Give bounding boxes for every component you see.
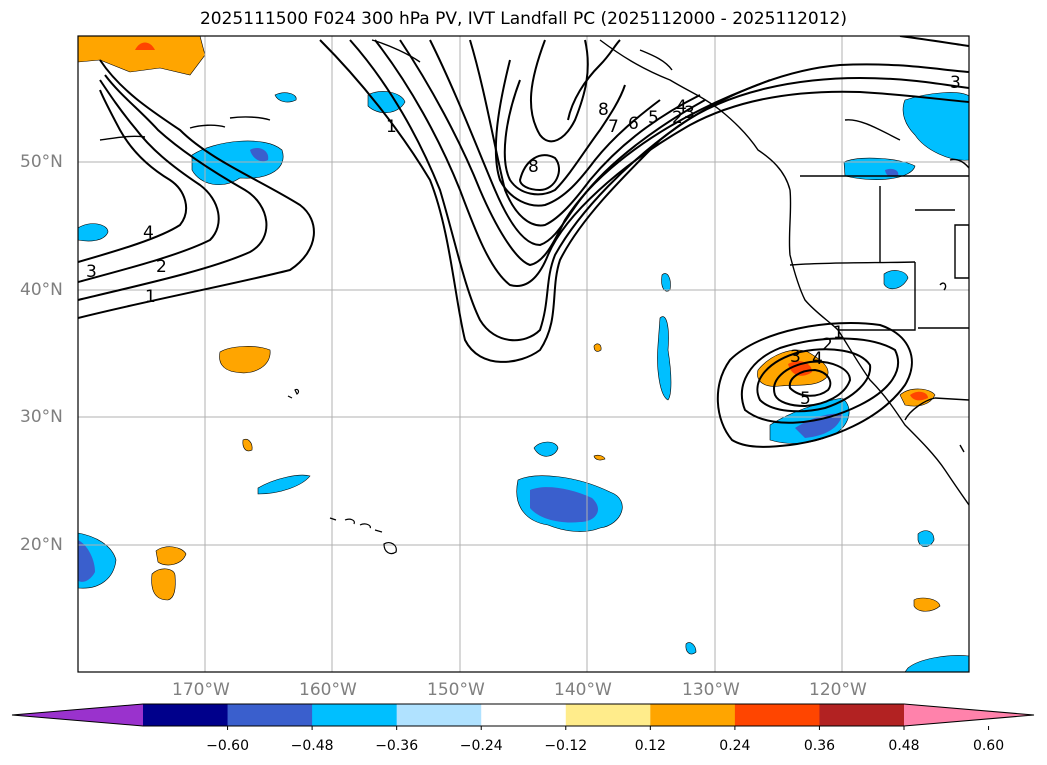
contour-label: 3 xyxy=(950,73,961,93)
lon-label: 170°W xyxy=(172,680,230,700)
colorbar-segment xyxy=(481,704,567,726)
contour-label: 1 xyxy=(145,287,156,307)
contour-label: 6 xyxy=(628,114,639,134)
colorbar-extend-high xyxy=(904,704,1034,726)
plot-frame xyxy=(77,35,970,673)
graticule xyxy=(78,36,969,672)
hawaii-islands xyxy=(287,388,397,555)
colorbar-tick-label: −0.48 xyxy=(290,738,334,754)
colorbar-outline xyxy=(11,703,1035,727)
colorbar-segment xyxy=(143,704,229,726)
contour-label: 2 xyxy=(822,335,833,355)
colorbar-tick-label: 0.48 xyxy=(888,738,920,754)
contour-label: 4 xyxy=(676,97,687,117)
contour-label: 2 xyxy=(672,108,683,128)
lon-label: 120°W xyxy=(809,680,867,700)
lon-label: 150°W xyxy=(427,680,485,700)
contour-label: 3 xyxy=(790,347,801,367)
colorbar xyxy=(11,703,1035,730)
colorbar-tick-label: 0.60 xyxy=(972,738,1005,754)
lon-label: 160°W xyxy=(299,680,357,700)
contour-label: 8 xyxy=(598,100,609,120)
colorbar-tick-label: 0.12 xyxy=(634,738,666,754)
pv-contours xyxy=(78,36,969,448)
colorbar-segment xyxy=(650,704,736,726)
contour-label: 4 xyxy=(812,349,823,369)
lat-label: 50°N xyxy=(20,152,63,172)
lon-label: 140°W xyxy=(554,680,612,700)
map-title: 2025111500 F024 300 hPa PV, IVT Landfall… xyxy=(199,9,847,29)
contour-label: 2 xyxy=(156,257,167,277)
lat-label: 20°N xyxy=(20,535,63,555)
contour-label: 8 xyxy=(528,157,539,177)
lat-label: 40°N xyxy=(20,280,63,300)
colorbar-extend-low xyxy=(12,704,143,726)
colorbar-segment xyxy=(396,704,482,726)
contour-label: 3 xyxy=(684,103,695,123)
contour-label: 1 xyxy=(833,323,844,343)
contour-label: 5 xyxy=(648,108,659,128)
colorbar-tick-label: −0.12 xyxy=(544,738,588,754)
contour-label: 5 xyxy=(800,389,811,409)
lat-label: 30°N xyxy=(20,407,63,427)
colorbar-tick-label: −0.60 xyxy=(206,738,249,754)
colorbar-segment xyxy=(227,704,313,726)
colorbar-segment xyxy=(312,704,398,726)
contour-label: 4 xyxy=(143,223,154,243)
coastlines xyxy=(99,39,969,506)
contour-label: 1 xyxy=(386,117,397,137)
colorbar-tick-label: 0.36 xyxy=(803,738,836,754)
contour-labels: 1 2 3 4 1 2 3 4 5 6 7 8 8 3 1 2 3 4 5 xyxy=(86,73,961,409)
contour-label: 7 xyxy=(608,117,619,137)
colorbar-tick-label: 0.24 xyxy=(719,738,751,754)
colorbar-segment xyxy=(565,704,651,726)
colorbar-segment xyxy=(734,704,820,726)
contour-label: 3 xyxy=(86,262,97,282)
colorbar-tick-label: −0.24 xyxy=(459,738,503,754)
lon-label: 130°W xyxy=(682,680,740,700)
pv-shading xyxy=(78,36,969,672)
colorbar-tick-label: −0.36 xyxy=(375,738,419,754)
colorbar-segment xyxy=(819,704,905,726)
